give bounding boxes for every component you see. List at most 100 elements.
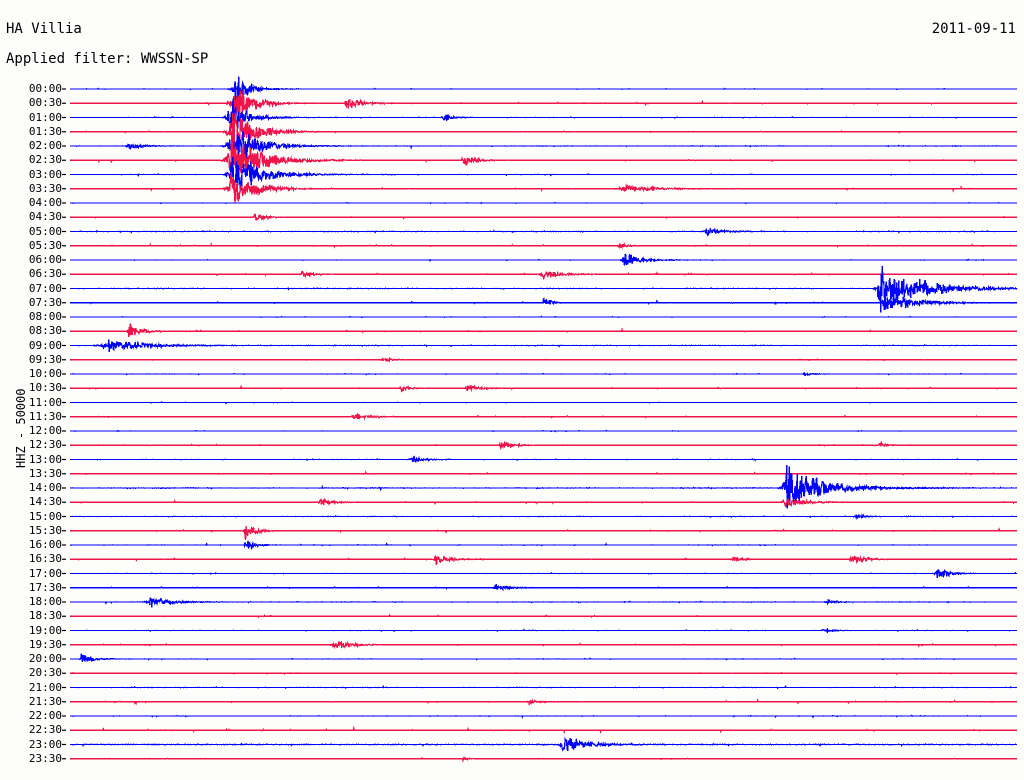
time-tick-label: 15:30 bbox=[28, 523, 62, 537]
trace-line bbox=[69, 737, 1018, 752]
time-tick-label: 12:00 bbox=[28, 424, 62, 437]
trace-line bbox=[69, 583, 1018, 592]
trace-line bbox=[69, 293, 1018, 310]
time-tick-label: 09:30 bbox=[28, 352, 62, 366]
date-label: 2011-09-11 bbox=[931, 21, 1016, 37]
trace-line bbox=[69, 470, 1018, 476]
time-tick-label: 06:00 bbox=[28, 253, 62, 266]
trace-line bbox=[69, 526, 1018, 540]
trace-line bbox=[69, 253, 1018, 266]
trace-line bbox=[69, 465, 1018, 509]
trace-line bbox=[70, 755, 1018, 763]
trace-line bbox=[69, 339, 1018, 352]
trace-line bbox=[70, 540, 1018, 551]
trace-line bbox=[70, 76, 1018, 104]
trace-line bbox=[69, 172, 1018, 204]
time-tick-label: 21:30 bbox=[28, 694, 62, 708]
time-tick-label: 08:30 bbox=[28, 324, 62, 338]
trace-line bbox=[69, 138, 1017, 184]
trace-line bbox=[69, 371, 1018, 377]
time-tick-label: 05:00 bbox=[28, 224, 62, 238]
time-tick-label: 10:00 bbox=[28, 367, 62, 380]
time-tick-label: 07:30 bbox=[28, 295, 62, 309]
time-tick-label: 14:00 bbox=[28, 481, 62, 494]
time-tick-label: 20:30 bbox=[28, 666, 62, 680]
trace-line bbox=[69, 568, 1018, 579]
trace-line bbox=[69, 725, 1018, 735]
time-tick-label: 02:00 bbox=[28, 139, 62, 152]
trace-line bbox=[69, 226, 1018, 237]
trace-line bbox=[69, 429, 1018, 433]
trace-line bbox=[69, 265, 1018, 313]
time-tick-label: 17:00 bbox=[28, 566, 62, 580]
trace-line bbox=[69, 639, 1018, 650]
time-tick-label: 11:00 bbox=[28, 395, 62, 409]
trace-line bbox=[69, 130, 1018, 165]
station-title: HA Villia bbox=[6, 21, 82, 37]
time-tick-label: 20:00 bbox=[28, 652, 62, 665]
trace-line bbox=[69, 356, 1018, 363]
trace-line bbox=[69, 98, 1018, 135]
time-tick-label: 23:30 bbox=[28, 751, 62, 765]
time-tick-label: 03:00 bbox=[28, 167, 62, 181]
time-tick-label: 08:00 bbox=[28, 310, 62, 323]
time-tick-label: 06:30 bbox=[28, 267, 62, 281]
time-tick-label: 12:30 bbox=[28, 438, 62, 452]
time-tick-label: 21:00 bbox=[28, 680, 62, 694]
trace-line bbox=[69, 242, 1018, 250]
trace-line bbox=[69, 112, 1018, 153]
trace-line bbox=[70, 315, 1018, 319]
trace-line bbox=[69, 270, 1018, 281]
trace-line bbox=[69, 671, 1018, 676]
time-tick-label: 22:00 bbox=[28, 709, 62, 722]
trace-line bbox=[69, 684, 1018, 690]
trace-line bbox=[69, 597, 1018, 608]
trace-line bbox=[69, 714, 1018, 719]
time-tick-label: 19:30 bbox=[28, 637, 62, 651]
time-tick-label: 09:00 bbox=[28, 338, 62, 352]
time-tick-label: 15:00 bbox=[28, 509, 62, 523]
trace-line bbox=[69, 626, 1018, 634]
trace-line bbox=[69, 497, 1018, 508]
trace-line bbox=[69, 156, 1018, 192]
time-tick-label: 01:30 bbox=[28, 124, 62, 138]
trace-line bbox=[69, 401, 1018, 405]
time-axis: 00:00 00:30 01:00 01:30 02:00 02:30 03:00 03:30… bbox=[0, 0, 62, 780]
time-tick-label: 18:00 bbox=[28, 595, 62, 608]
trace-line bbox=[69, 653, 1018, 663]
time-tick-label: 14:30 bbox=[28, 495, 62, 509]
trace-line bbox=[69, 213, 1018, 222]
time-tick-label: 02:30 bbox=[28, 153, 62, 167]
time-tick-label: 05:30 bbox=[28, 238, 62, 252]
time-tick-label: 03:30 bbox=[28, 181, 62, 195]
trace-line bbox=[69, 554, 1018, 565]
time-tick-label: 10:30 bbox=[28, 381, 62, 395]
applied-filter-label: Applied filter: WWSSN-SP bbox=[6, 51, 209, 67]
trace-line bbox=[69, 201, 1017, 205]
time-tick-label: 23:00 bbox=[28, 737, 62, 751]
time-tick-label: 00:00 bbox=[28, 82, 62, 95]
trace-line bbox=[69, 384, 1018, 393]
trace-line bbox=[69, 697, 1018, 706]
trace-line bbox=[69, 613, 1018, 619]
trace-line bbox=[69, 323, 1018, 337]
time-tick-label: 07:00 bbox=[28, 281, 62, 295]
time-tick-label: 16:00 bbox=[28, 538, 62, 551]
trace-line bbox=[69, 513, 1018, 520]
time-tick-label: 18:30 bbox=[28, 609, 62, 623]
time-tick-label: 00:30 bbox=[28, 96, 62, 110]
time-tick-label: 01:00 bbox=[28, 110, 62, 124]
time-tick-label: 19:00 bbox=[28, 623, 62, 637]
time-tick-label: 04:00 bbox=[28, 196, 62, 209]
time-tick-label: 17:30 bbox=[28, 580, 62, 594]
time-tick-label: 04:30 bbox=[28, 210, 62, 224]
trace-line bbox=[69, 440, 1018, 451]
time-tick-label: 16:30 bbox=[28, 552, 62, 566]
time-tick-label: 11:30 bbox=[28, 409, 62, 423]
time-tick-label: 22:30 bbox=[28, 723, 62, 737]
trace-line bbox=[69, 455, 1018, 463]
time-tick-label: 13:30 bbox=[28, 466, 62, 480]
time-tick-label: 13:00 bbox=[28, 452, 62, 466]
